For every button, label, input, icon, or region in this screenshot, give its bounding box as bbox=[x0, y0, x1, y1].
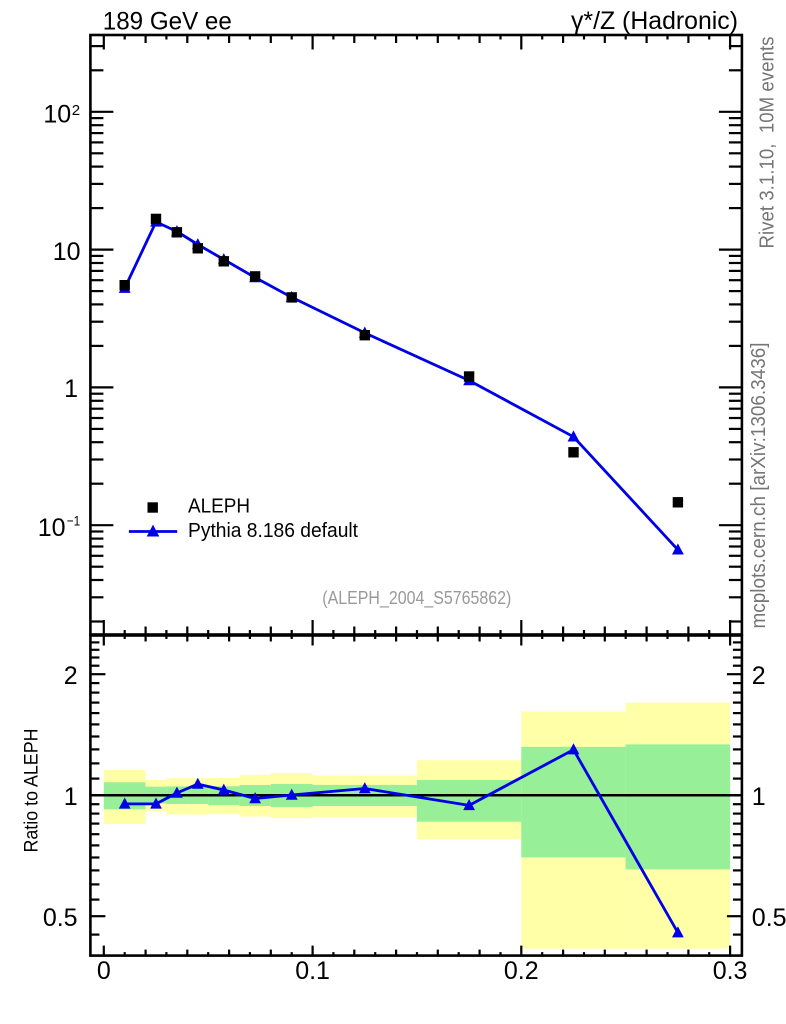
svg-text:1: 1 bbox=[752, 783, 766, 811]
svg-text:Ratio to ALEPH: Ratio to ALEPH bbox=[22, 729, 43, 853]
svg-text:1: 1 bbox=[64, 375, 78, 403]
svg-text:−1: −1 bbox=[67, 512, 81, 528]
svg-text:ALEPH: ALEPH bbox=[188, 496, 250, 518]
svg-text:10: 10 bbox=[43, 101, 71, 129]
svg-text:(ALEPH_2004_S5765862): (ALEPH_2004_S5765862) bbox=[322, 588, 511, 609]
svg-text:2: 2 bbox=[752, 662, 766, 690]
svg-text:189 GeV ee: 189 GeV ee bbox=[103, 7, 232, 35]
svg-text:mcplots.cern.ch [arXiv:1306.34: mcplots.cern.ch [arXiv:1306.3436] bbox=[748, 343, 770, 629]
svg-text:0.3: 0.3 bbox=[713, 957, 748, 985]
svg-text:γ*/Z (Hadronic): γ*/Z (Hadronic) bbox=[571, 7, 738, 35]
svg-text:0.1: 0.1 bbox=[295, 957, 330, 985]
svg-text:2: 2 bbox=[72, 102, 80, 119]
svg-text:2: 2 bbox=[64, 662, 78, 690]
svg-text:0.5: 0.5 bbox=[43, 904, 78, 932]
svg-text:0: 0 bbox=[97, 957, 111, 985]
svg-text:10: 10 bbox=[53, 238, 81, 266]
svg-text:1: 1 bbox=[64, 783, 78, 811]
svg-text:0.2: 0.2 bbox=[504, 957, 539, 985]
svg-text:Pythia 8.186 default: Pythia 8.186 default bbox=[188, 520, 358, 542]
svg-text:0.5: 0.5 bbox=[752, 904, 786, 932]
svg-text:Rivet 3.1.10, 10M events: Rivet 3.1.10, 10M events bbox=[757, 37, 779, 249]
svg-text:10: 10 bbox=[38, 514, 66, 542]
